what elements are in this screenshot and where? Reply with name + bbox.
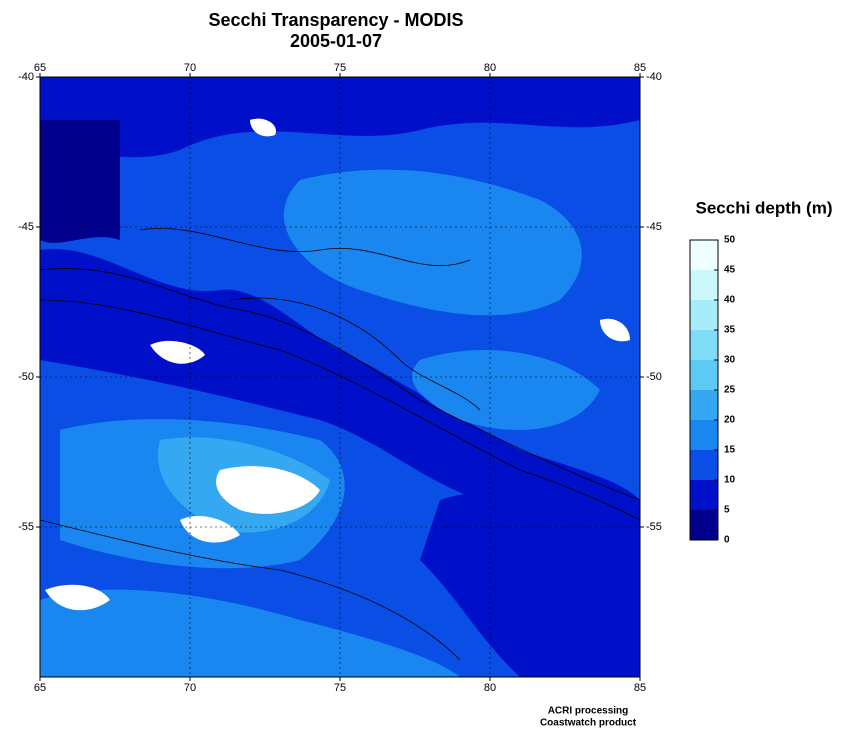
x-tick-label: 80 bbox=[484, 62, 496, 74]
colorbar-label: 45 bbox=[724, 265, 736, 276]
colorbar-label: 40 bbox=[724, 295, 736, 306]
x-tick-label: 70 bbox=[184, 62, 196, 74]
y-tick-label: -40 bbox=[18, 71, 34, 83]
x-tick-label: 70 bbox=[184, 682, 196, 694]
colorbar-label: 10 bbox=[724, 475, 736, 486]
colorbar-band bbox=[690, 510, 718, 540]
x-tick-label: 65 bbox=[34, 62, 46, 74]
x-tick-label: 85 bbox=[634, 62, 646, 74]
colorbar-label: 20 bbox=[724, 415, 736, 426]
credit-text: Coastwatch product bbox=[540, 718, 637, 729]
colorbar-label: 50 bbox=[724, 235, 736, 246]
x-tick-label: 75 bbox=[334, 682, 346, 694]
colorbar-label: 25 bbox=[724, 385, 736, 396]
y-tick-label: -50 bbox=[646, 371, 662, 383]
grid-layer bbox=[40, 77, 640, 677]
colorbar-label: 35 bbox=[724, 325, 736, 336]
colorbar-band bbox=[690, 420, 718, 450]
colorbar-title: Secchi depth (m) bbox=[696, 198, 833, 217]
colorbar-band bbox=[690, 300, 718, 330]
colorbar-band bbox=[690, 360, 718, 390]
x-tick-label: 85 bbox=[634, 682, 646, 694]
colorbar-label: 0 bbox=[724, 535, 730, 546]
y-tick-label: -50 bbox=[18, 371, 34, 383]
credit-text: ACRI processing bbox=[548, 706, 629, 717]
colorbar-band bbox=[690, 390, 718, 420]
colorbar-band bbox=[690, 450, 718, 480]
colorbar-band bbox=[690, 330, 718, 360]
x-tick-label: 80 bbox=[484, 682, 496, 694]
x-tick-label: 65 bbox=[34, 682, 46, 694]
colorbar-label: 5 bbox=[724, 505, 730, 516]
y-tick-label: -45 bbox=[646, 221, 662, 233]
y-tick-label: -45 bbox=[18, 221, 34, 233]
x-tick-label: 75 bbox=[334, 62, 346, 74]
colorbar-band bbox=[690, 480, 718, 510]
colorbar-band bbox=[690, 270, 718, 300]
colorbar-band bbox=[690, 240, 718, 270]
colorbar-label: 15 bbox=[724, 445, 736, 456]
colorbar-label: 30 bbox=[724, 355, 736, 366]
y-tick-label: -40 bbox=[646, 71, 662, 83]
y-tick-label: -55 bbox=[646, 521, 662, 533]
map-title: Secchi Transparency - MODIS bbox=[208, 10, 463, 30]
map-date: 2005-01-07 bbox=[290, 31, 382, 51]
y-tick-label: -55 bbox=[18, 521, 34, 533]
